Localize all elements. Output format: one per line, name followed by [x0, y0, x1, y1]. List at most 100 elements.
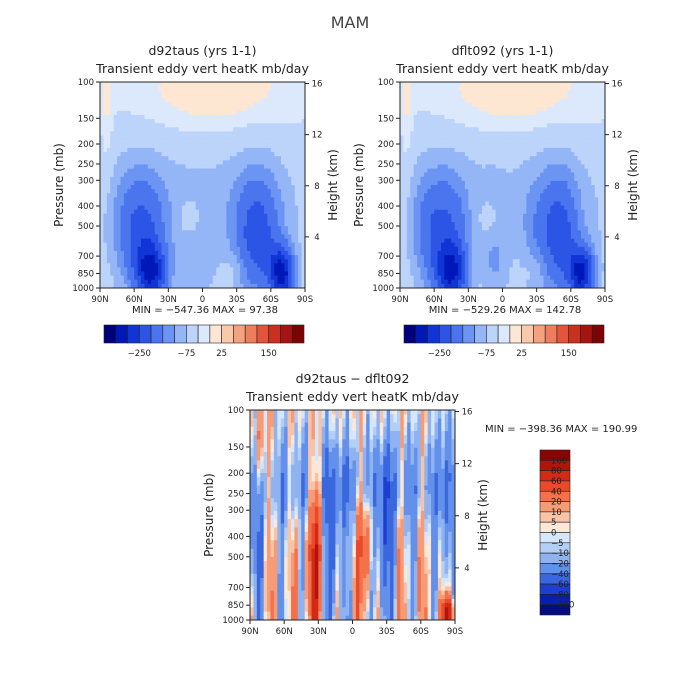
- heatmap-cell: [147, 222, 152, 227]
- heatmap-cell: [123, 86, 128, 91]
- heatmap-cell: [117, 189, 121, 194]
- heatmap-cell: [168, 160, 173, 165]
- heatmap-cell: [451, 185, 456, 190]
- heatmap-cell: [117, 156, 121, 161]
- heatmap-cell: [505, 250, 510, 256]
- heatmap-cell: [406, 217, 411, 223]
- heatmap-cell: [423, 110, 428, 116]
- heatmap-cell: [287, 114, 292, 120]
- heatmap-cell: [423, 205, 428, 211]
- heatmap-cell: [298, 283, 302, 289]
- heatmap-cell: [243, 205, 248, 211]
- heatmap-cell: [502, 152, 507, 157]
- heatmap-cell: [161, 226, 166, 231]
- heatmap-cell: [110, 259, 115, 264]
- heatmap-cell: [164, 139, 169, 145]
- heatmap-cell: [516, 82, 520, 87]
- heatmap-cell: [444, 279, 449, 285]
- heatmap-cell: [137, 283, 142, 289]
- heatmap-cell: [175, 110, 179, 116]
- heatmap-cell: [141, 250, 145, 256]
- heatmap-cell: [502, 131, 507, 136]
- heatmap-cell: [523, 242, 527, 248]
- heatmap-cell: [284, 271, 289, 277]
- heatmap-cell: [516, 226, 520, 231]
- heatmap-cell: [212, 152, 217, 157]
- heatmap-cell: [106, 242, 111, 248]
- heatmap-cell: [178, 98, 183, 103]
- heatmap-cell: [219, 143, 224, 149]
- heatmap-cell: [427, 230, 432, 235]
- heatmap-cell: [274, 271, 279, 277]
- heatmap-cell: [158, 176, 162, 182]
- heatmap-cell: [195, 152, 200, 157]
- heatmap-cell: [281, 217, 285, 223]
- heatmap-cell: [301, 267, 306, 272]
- heatmap-cell: [485, 127, 490, 132]
- heatmap-cell: [512, 139, 517, 145]
- heatmap-cell: [202, 242, 207, 248]
- heatmap-cell: [110, 267, 115, 272]
- heatmap-cell: [410, 209, 415, 215]
- heatmap-cell: [199, 110, 203, 116]
- heatmap-cell: [106, 82, 111, 87]
- heatmap-cell: [164, 90, 169, 95]
- heatmap-cell: [137, 90, 142, 95]
- heatmap-cell: [410, 172, 415, 178]
- heatmap-cell: [223, 185, 227, 190]
- heatmap-cell: [117, 271, 121, 277]
- heatmap-cell: [267, 226, 272, 231]
- heatmap-cell: [523, 119, 527, 124]
- heatmap-cell: [188, 242, 193, 248]
- heatmap-cell: [526, 275, 531, 281]
- heatmap-cell: [301, 275, 306, 281]
- heatmap-cell: [406, 255, 411, 260]
- heatmap-cell: [243, 246, 248, 252]
- heatmap-cell: [171, 86, 176, 91]
- heatmap-cell: [264, 106, 268, 112]
- heatmap-cell: [168, 123, 173, 128]
- heatmap-cell: [444, 271, 449, 277]
- x-tick-label: 30N: [160, 295, 177, 305]
- heatmap-cell: [130, 283, 135, 289]
- heatmap-cell: [464, 123, 469, 128]
- heatmap-cell: [420, 275, 425, 281]
- heatmap-cell: [519, 90, 524, 95]
- heatmap-cell: [106, 263, 111, 268]
- heatmap-cell: [233, 205, 238, 211]
- heatmap-cell: [294, 106, 299, 112]
- heatmap-cell: [110, 86, 115, 91]
- heatmap-cell: [523, 156, 527, 161]
- heatmap-cell: [413, 102, 418, 108]
- heatmap-cell: [427, 226, 432, 231]
- heatmap-cell: [512, 110, 517, 116]
- heatmap-cell: [103, 82, 108, 87]
- heatmap-cell: [301, 197, 306, 202]
- heatmap-cell: [427, 189, 432, 194]
- heatmap-cell: [229, 250, 234, 256]
- heatmap-cell: [223, 209, 227, 215]
- heatmap-cell: [199, 160, 203, 165]
- heatmap-cell: [410, 217, 415, 223]
- heatmap-cell: [495, 209, 500, 215]
- heatmap-cell: [523, 102, 527, 108]
- heatmap-cell: [240, 189, 244, 194]
- heatmap-cell: [154, 114, 159, 120]
- heatmap-cell: [250, 90, 255, 95]
- heatmap-cell: [192, 259, 197, 264]
- heatmap-cell: [229, 263, 234, 268]
- heatmap-cell: [175, 279, 179, 285]
- heatmap-cell: [164, 255, 169, 260]
- heatmap-cell: [400, 156, 404, 161]
- heatmap-cell: [195, 94, 200, 99]
- heatmap-cell: [291, 127, 296, 132]
- heatmap-cell: [219, 119, 224, 124]
- heatmap-cell: [205, 255, 210, 260]
- heatmap-cell: [523, 185, 527, 190]
- heatmap-cell: [243, 131, 248, 136]
- heatmap-cell: [423, 86, 428, 91]
- heatmap-cell: [502, 217, 507, 223]
- heatmap-cell: [250, 180, 255, 186]
- heatmap-cell: [499, 217, 503, 223]
- heatmap-cell: [264, 222, 268, 227]
